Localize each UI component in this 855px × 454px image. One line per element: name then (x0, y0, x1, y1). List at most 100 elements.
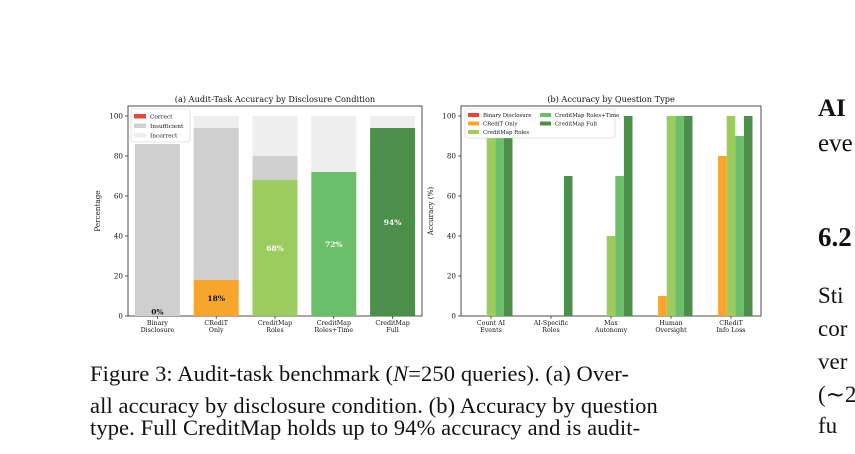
chart-b-legend-label-creditmap-roles-time: CreditMap Roles+Time (555, 113, 619, 119)
chart-a-legend-swatch-incorrect (134, 133, 146, 138)
chart-a-xtick-label-line: Full (386, 327, 398, 334)
chart-b-xtick-label-credit-info-loss: CRediT Info Loss (716, 320, 745, 334)
right-column-section: 6.2 (818, 222, 852, 252)
chart-b-bar-creditmap-full-5 (743, 116, 753, 316)
chart-b-xtick-label-line: Info Loss (716, 327, 745, 334)
chart-a-xtick-label-line: Binary (147, 320, 168, 327)
chart-a-xtick-label-creditmap-roles: CreditMap Roles (258, 320, 292, 334)
chart-a-bar-insufficient-1 (134, 144, 180, 316)
chart-b-xtick-label-line: AI-Specific (533, 320, 569, 327)
chart-a-data-label-2: 18% (207, 294, 225, 303)
chart-b-ylabel: Accuracy (%) (426, 187, 435, 237)
chart-a-xtick-label-binary-disclosure: Binary Disclosure (141, 320, 175, 334)
chart-b-bar-creditmap-full-4 (683, 116, 693, 316)
chart-b-bar-creditmap-full-3 (623, 116, 633, 316)
chart-a-ytick-label: 20 (114, 272, 124, 281)
chart-b-xtick-label-line: Max (604, 320, 618, 327)
chart-b-xtick-label-max-autonomy: Max Autonomy (594, 320, 628, 334)
chart-b-legend-swatch-binary-disclosure (468, 113, 479, 117)
chart-a-ytick-label: 100 (109, 112, 123, 121)
chart-a-xtick-label-line: Roles (266, 327, 284, 334)
chart-b-legend-label-credit-only: CRediT Only (483, 122, 518, 128)
chart-a: (a) Audit-Task Accuracy by Disclosure Co… (93, 94, 423, 334)
chart-b-bar-creditmap-roles-time-5 (735, 136, 744, 316)
chart-a-xtick-label-credit-only: CRediT Only (204, 320, 228, 334)
chart-a-bar-incorrect-3 (252, 116, 298, 156)
chart-a-data-label-3: 68% (266, 244, 284, 253)
right-column-p5: fu (818, 413, 838, 438)
chart-a-legend-label-insufficient: Insufficient (150, 124, 184, 130)
chart-b-xtick-label-line: Events (480, 327, 502, 334)
chart-b-ytick-label: 100 (442, 112, 456, 121)
caption-line1-eq: =250 queries). (a) Over- (408, 361, 630, 386)
chart-a-xtick-label-line: Disclosure (141, 327, 175, 334)
chart-a-ylabel: Percentage (93, 190, 102, 231)
chart-b-ytick-label: 60 (447, 192, 457, 201)
chart-b-xtick-label-line: CRediT (719, 320, 743, 327)
chart-a-ytick-label: 40 (114, 232, 124, 241)
chart-a-xtick-label-line: CRediT (204, 320, 228, 327)
chart-b-xtick-label-line: Oversight (655, 327, 687, 334)
chart-b-xtick-label-line: Count AI (477, 320, 506, 327)
chart-b-bar-creditmap-roles-3 (606, 236, 616, 316)
chart-b-ytick-label: 40 (447, 232, 457, 241)
chart-a-bar-incorrect-2 (193, 116, 239, 128)
chart-b: (b) Accuracy by Question Type 0 20 40 60 80 10… (426, 94, 762, 334)
chart-b-xtick-label-line: Autonomy (594, 327, 628, 334)
chart-b-legend-label-creditmap-full: CreditMap Full (555, 122, 597, 128)
right-column-heading: AI (818, 95, 846, 122)
chart-a-xtick-label-creditmap-full: CreditMap Full (375, 320, 409, 334)
chart-b-bar-creditmap-roles-time-3 (615, 176, 624, 316)
caption-line3: type. Full CreditMap holds up to 94% acc… (90, 415, 641, 440)
chart-b-bar-creditmap-roles-time-4 (675, 116, 684, 316)
chart-b-legend-swatch-credit-only (468, 121, 479, 126)
right-column-line: eve (818, 130, 853, 157)
chart-a-data-label-1: 0% (151, 308, 163, 317)
chart-a-xtick-label-line: Only (209, 327, 224, 334)
chart-b-legend-swatch-creditmap-roles-time (540, 113, 551, 117)
chart-a-title: (a) Audit-Task Accuracy by Disclosure Co… (175, 94, 376, 104)
chart-b-legend-swatch-creditmap-roles (468, 130, 479, 134)
chart-a-legend-label-correct: Correct (150, 115, 173, 121)
chart-b-bar-credit-only-5 (718, 156, 727, 316)
chart-b-xtick-label-ai-specific-roles: AI-Specific Roles (533, 320, 569, 334)
right-column-p2: cor (818, 316, 848, 341)
chart-b-bar-creditmap-full-1 (503, 116, 513, 316)
chart-a-bar-insufficient-3 (252, 156, 298, 180)
chart-a-ytick-label: 80 (114, 152, 124, 161)
chart-a-legend-swatch-correct (134, 114, 146, 119)
chart-a-bar-insufficient-2 (193, 128, 239, 280)
chart-a-bar-correct-4 (311, 172, 357, 316)
chart-b-xtick-label-line: Human (659, 320, 682, 327)
chart-a-xtick-label-line: Roles+Time (314, 327, 353, 334)
chart-a-bar-correct-3 (252, 180, 298, 316)
chart-a-bar-correct-2 (193, 280, 239, 316)
chart-b-bar-creditmap-roles-4 (666, 116, 676, 316)
chart-a-xtick-label-line: CreditMap (258, 320, 292, 327)
chart-b-bar-creditmap-roles-5 (726, 116, 736, 316)
chart-a-legend-swatch-insufficient (134, 123, 146, 128)
chart-a-legend-label-incorrect: Incorrect (150, 134, 178, 140)
chart-b-legend-label-creditmap-roles: CreditMap Roles (483, 130, 529, 136)
chart-b-ytick-label: 80 (447, 152, 457, 161)
chart-b-xtick-label-count-ai-events: Count AI Events (477, 320, 506, 334)
chart-b-bar-creditmap-roles-1 (486, 116, 496, 316)
figure-caption: Figure 3: Audit-task benchmark (N=250 qu… (90, 358, 780, 454)
chart-a-ytick-label: 0 (118, 312, 123, 321)
caption-line1-a: Figure 3: Audit-task benchmark ( (90, 361, 394, 386)
chart-b-title: (b) Accuracy by Question Type (547, 94, 675, 104)
right-column-p4: (∼2 (818, 382, 855, 407)
chart-a-xtick-label-creditmap-roles-time: CreditMap Roles+Time (314, 320, 353, 334)
chart-b-bar-creditmap-full-2 (563, 176, 573, 316)
chart-b-legend-swatch-creditmap-full (540, 121, 551, 126)
caption-line2: all accuracy by disclosure condition. (b… (90, 393, 658, 418)
right-column-p1: Sti (818, 283, 844, 308)
chart-a-data-label-5: 94% (384, 218, 402, 227)
chart-b-ytick-label: 0 (451, 312, 456, 321)
paper-page: (a) Audit-Task Accuracy by Disclosure Co… (90, 94, 855, 440)
chart-a-bar-incorrect-4 (311, 116, 357, 172)
chart-b-ytick-label: 20 (447, 272, 457, 281)
chart-a-xtick-label-line: CreditMap (375, 320, 409, 327)
chart-a-bar-correct-5 (370, 128, 416, 316)
chart-b-legend-label-binary-disclosure: Binary Disclosure (483, 113, 532, 119)
